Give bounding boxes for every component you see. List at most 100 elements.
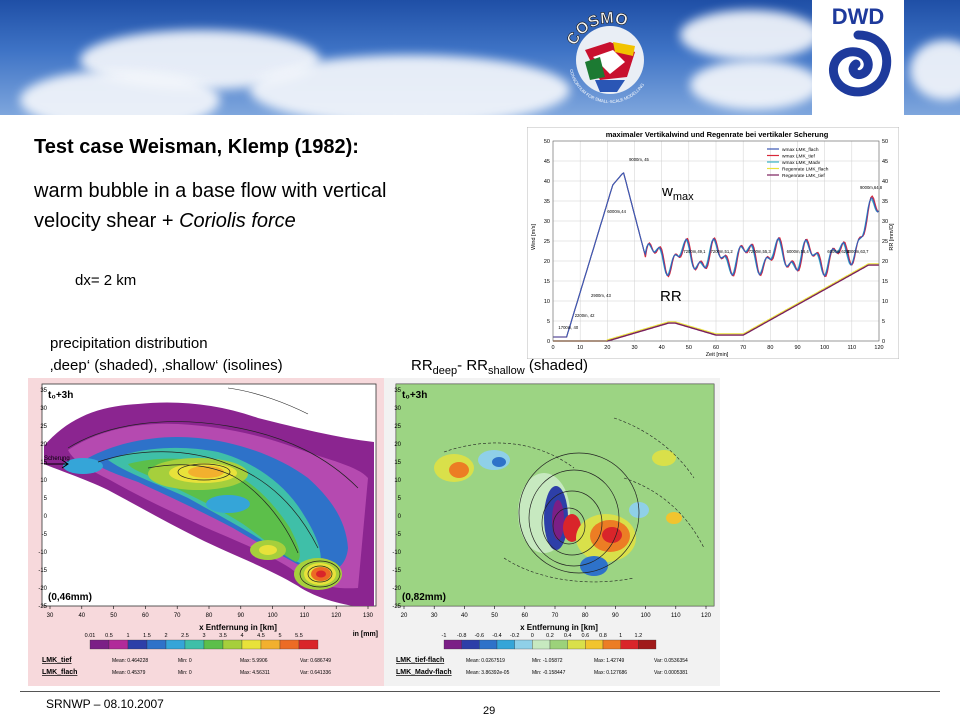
chart-annotation: 9000m,64,8 — [860, 185, 883, 190]
y-tick-label: 10 — [40, 478, 47, 484]
colorbar-tick-label: -1 — [442, 633, 447, 639]
colorbar-tick-label: 4 — [240, 633, 243, 639]
colorbar-tick-label: 3.5 — [219, 633, 227, 639]
stats-mean: Mean: 0.45379 — [112, 670, 146, 676]
right-map-time-label: t₀+3h — [402, 390, 427, 401]
subtitle-line1: warm bubble in a base flow with vertical — [34, 180, 387, 202]
colorbar-cell — [146, 639, 167, 650]
colorbar-tick-label: 0.01 — [85, 633, 96, 639]
x-tick-label: 120 — [701, 613, 712, 619]
colorbar-cell — [567, 639, 586, 650]
rr-diff-caption: RRdeep- RRshallow (shaded) — [411, 357, 588, 377]
wmax-main: w — [662, 183, 673, 200]
y-tick-label: 45 — [544, 159, 550, 165]
colorbar-tick-label: 5.5 — [295, 633, 303, 639]
stats-mean: Mean: 0.0267519 — [466, 658, 505, 664]
y-tick-label: -15 — [38, 568, 47, 574]
chart-axes: 0 10 20 30 40 50 60 70 80 90 100 110 120051015202530… — [544, 139, 888, 351]
right-map-xticks: 20 30 40 50 60 70 80 90 100 110 120 — [401, 606, 712, 619]
x-tick-label: 70 — [552, 613, 559, 619]
x-tick-label: 40 — [78, 613, 85, 619]
y-tick-label: 35 — [40, 388, 47, 394]
y-tick-label: 5 — [547, 319, 550, 325]
subtitle-coriolis: Coriolis force — [179, 210, 296, 232]
y-tick-label: 0 — [398, 514, 402, 520]
colorbar-tick-label: 2.5 — [181, 633, 189, 639]
legend-entry: wmax LMK_flach — [782, 147, 819, 153]
rr-diff-sub: shallow — [487, 365, 525, 377]
chart-annotation: 5000m,63,7 — [846, 249, 869, 254]
y-tick-label: 10 — [394, 478, 401, 484]
y-tick-label: 15 — [394, 460, 401, 466]
colorbar-cell — [89, 639, 110, 650]
colorbar-tick-label: -0.4 — [492, 633, 501, 639]
y-tick-label: 15 — [40, 460, 47, 466]
colorbar-cell — [638, 639, 657, 650]
timeseries-chart: maximaler Vertikalwind und Regenrate bei… — [527, 127, 899, 359]
colorbar-cell — [184, 639, 205, 650]
y-tick-label: 35 — [394, 388, 401, 394]
colorbar-tick-label: 1 — [619, 633, 622, 639]
x-tick-label: 110 — [300, 613, 310, 619]
stats-min: Min: -1.05872 — [532, 658, 563, 664]
y-tick-label: 5 — [398, 496, 402, 502]
rr-diff-part: RR — [411, 357, 433, 374]
colorbar-tick-label: 5 — [278, 633, 281, 639]
y-right-tick-label: 35 — [882, 199, 888, 205]
colorbar-tick-label: 1 — [126, 633, 129, 639]
x-tick-label: 90 — [794, 345, 800, 351]
y-tick-label: 30 — [40, 406, 47, 412]
y-tick-label: 10 — [544, 299, 550, 305]
x-tick-label: 80 — [767, 345, 773, 351]
y-tick-label: 25 — [40, 424, 47, 430]
right-map-colorbar: -1 -0.8 -0.6 -0.4 -0.2 0 0.2 0.4 0.6 0.8 1 1.2 — [442, 633, 657, 650]
colorbar-cell — [549, 639, 568, 650]
x-tick-label: 10 — [577, 345, 583, 351]
colorbar-cell — [532, 639, 551, 650]
y-tick-label: -20 — [392, 586, 401, 592]
colorbar-cell — [602, 639, 621, 650]
left-map-xticks: 30 40 50 60 70 80 90 100 110 120 130 — [47, 606, 374, 619]
stats-var: Var: 0.0005381 — [654, 670, 688, 676]
wmax-sub: max — [672, 191, 694, 203]
y-tick-label: 0 — [44, 514, 48, 520]
stats-min: Min: 0 — [178, 658, 192, 664]
stats-var: Var: 0.641336 — [300, 670, 331, 676]
y-right-tick-label: 10 — [882, 299, 888, 305]
y-tick-label: 15 — [544, 279, 550, 285]
right-map-xlabel: x Entfernung in [km] — [520, 623, 598, 632]
y-right-tick-label: 40 — [882, 179, 888, 185]
colorbar-tick-label: 0.6 — [582, 633, 590, 639]
x-tick-label: 40 — [659, 345, 665, 351]
x-tick-label: 90 — [237, 613, 244, 619]
x-tick-label: 130 — [363, 613, 374, 619]
colorbar-tick-label: 2 — [164, 633, 167, 639]
stats-var: Var: 0.686749 — [300, 658, 331, 664]
y-tick-label: 0 — [547, 339, 550, 345]
left-map-stats: LMK_tief Mean: 0.464228 Min: 0 Max: 5.9906 V… — [42, 657, 331, 676]
chart-annotations: 9000m, 45 6000m,44 2900m, 43 2200m, 42 1700m… — [558, 157, 882, 330]
slide-title: Test case Weisman, Klemp (1982): — [34, 136, 359, 158]
y-right-tick-label: 15 — [882, 279, 888, 285]
x-tick-label: 50 — [110, 613, 117, 619]
colorbar-tick-label: 0.5 — [105, 633, 113, 639]
colorbar-cell — [443, 639, 462, 650]
legend-entry: Regenrate LMK_flach — [782, 166, 829, 172]
colorbar-tick-label: 3 — [202, 633, 205, 639]
left-map-colorbar: 0.01 0.5 1 1.5 2 2.5 3 3.5 4 4.5 5 5.5 — [85, 633, 319, 650]
colorbar-tick-label: -0.8 — [457, 633, 466, 639]
y-tick-label: -5 — [42, 532, 48, 538]
resolution-label: dx= 2 km — [75, 272, 137, 289]
y-right-tick-label: 45 — [882, 159, 888, 165]
colorbar-cell — [479, 639, 498, 650]
cloud-decoration — [910, 40, 960, 100]
left-map-colorbar-unit: in [mm] — [353, 631, 378, 638]
y-right-tick-label: 0 — [882, 339, 885, 345]
wmax-label: wmax — [662, 183, 694, 203]
x-tick-label: 100 — [641, 613, 652, 619]
right-map-yticks: 35 30 25 20 15 10 5 0 -5 -10 -15 -20 -25 — [392, 388, 401, 610]
colorbar-tick-label: 1.2 — [635, 633, 643, 639]
y-tick-label: 20 — [394, 442, 401, 448]
stats-min: Min: -0.158447 — [532, 670, 566, 676]
